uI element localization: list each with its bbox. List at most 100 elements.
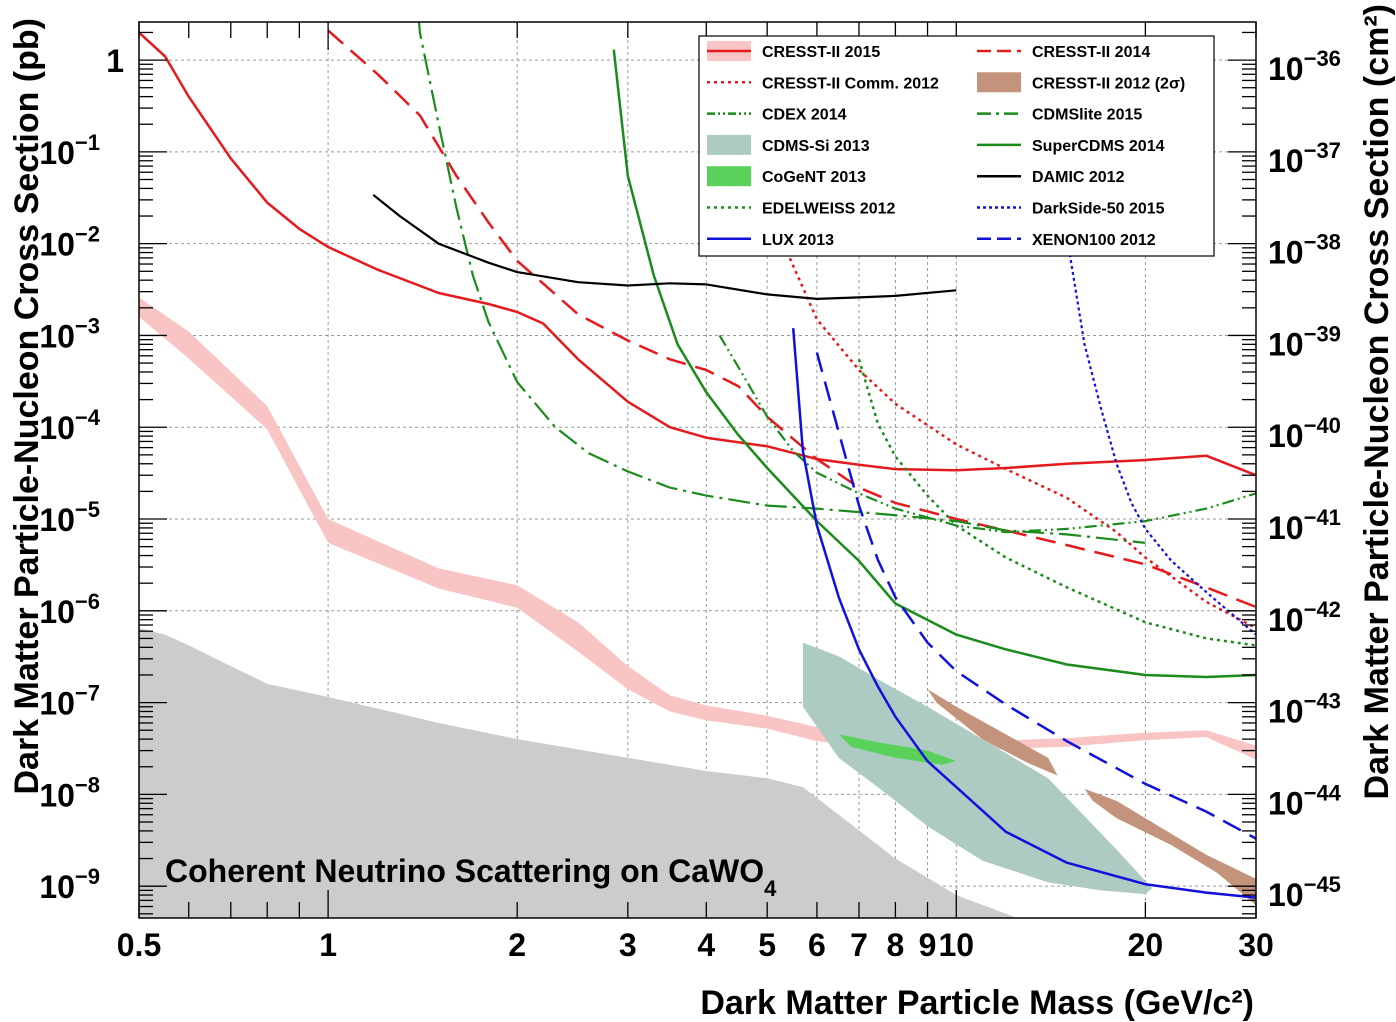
y-tick-exponent: −37 [1304, 138, 1341, 163]
data-layer [139, 22, 1256, 918]
y-tick-exponent: −9 [75, 864, 100, 889]
legend-item-lux-2013: LUX 2013 [707, 232, 834, 249]
legend-label: LUX 2013 [762, 232, 834, 249]
legend-label: CDMSlite 2015 [1032, 107, 1142, 124]
y-tick-label-right: 10−45 [1268, 872, 1341, 913]
legend-item-cresst-ii-comm-2012: CRESST-II Comm. 2012 [707, 75, 939, 92]
y-tick-exponent: −44 [1304, 780, 1342, 805]
neutrino-floor-region [139, 627, 1018, 918]
legend-label: CDEX 2014 [762, 107, 847, 124]
y-tick-exponent: −3 [75, 313, 100, 338]
curve-darkside-50-2015 [1065, 236, 1256, 636]
plot-frame [138, 21, 1257, 919]
y-tick-label-right: 10−41 [1268, 505, 1341, 546]
x-tick-label: 4 [697, 927, 715, 963]
x-tick-label: 10 [938, 927, 974, 963]
legend-swatch [707, 166, 751, 187]
legend-label: DarkSide-50 2015 [1032, 201, 1165, 218]
y-tick-exponent: −41 [1304, 505, 1341, 530]
band-cresst-ii-2012-2 [1084, 788, 1256, 906]
legend-label: SuperCDMS 2014 [1032, 138, 1165, 155]
x-tick-label: 6 [808, 927, 826, 963]
legend-item-cogent-2013: CoGeNT 2013 [707, 166, 866, 187]
y-tick-label-right: 10−36 [1268, 46, 1341, 87]
legend-item-edelweiss-2012: EDELWEISS 2012 [707, 201, 895, 218]
curve-xenon100-2012 [815, 352, 1256, 840]
legend-label: EDELWEISS 2012 [762, 201, 895, 218]
legend: CRESST-II 2015 CRESST-II 2014 CRESST-II Co… [698, 35, 1215, 257]
curve-supercdms-2014 [612, 49, 1256, 679]
x-tick-label: 20 [1128, 927, 1164, 963]
y-tick-label-right: 10−38 [1268, 230, 1341, 271]
plot-border [138, 21, 1257, 919]
y-tick-label-right: 10−44 [1268, 780, 1342, 821]
legend-label: CoGeNT 2013 [762, 169, 866, 186]
y-tick-exponent: −8 [75, 772, 100, 797]
legend-label: CRESST-II 2014 [1032, 44, 1150, 61]
y-tick-label-left: 1 [106, 43, 124, 79]
x-tick-label: 1 [319, 927, 337, 963]
curve-damic-2012 [372, 194, 957, 300]
y-tick-exponent: −4 [75, 405, 101, 430]
legend-item-cdex-2014: CDEX 2014 [707, 107, 847, 124]
legend-item-cresst-ii-2012-2: CRESST-II 2012 (2σ) [977, 72, 1185, 93]
x-tick-label: 30 [1238, 927, 1274, 963]
y-axis-title-left: Dark Matter Particle-Nucleon Cross Secti… [8, 18, 46, 795]
band-cogent-2013 [838, 734, 957, 765]
neutrino-floor-label-subscript: 4 [764, 876, 777, 901]
x-tick-label: 0.5 [117, 927, 161, 963]
y-tick-label-left: 10−2 [39, 222, 100, 263]
y-tick-label-left: 10−3 [39, 313, 100, 354]
axis-labels: 0.5 1 2 3 4 5 6 7 8 9 10 20 30 1 10−1 10−2 10−3 10−4 10−5 1… [8, 4, 1396, 1022]
y-tick-exponent: −40 [1304, 413, 1341, 438]
curve-edelweiss-2012 [857, 358, 1256, 647]
y-tick-exponent: −43 [1304, 689, 1341, 714]
legend-item-cdms-si-2013: CDMS-Si 2013 [707, 134, 870, 155]
y-tick-exponent: −5 [75, 497, 100, 522]
legend-swatch [707, 134, 751, 155]
y-tick-exponent: −45 [1304, 872, 1341, 897]
x-tick-label: 7 [850, 927, 868, 963]
y-tick-label-right: 10−40 [1268, 413, 1341, 454]
legend-box [698, 35, 1215, 257]
legend-label: CDMS-Si 2013 [762, 138, 870, 155]
legend-swatch [977, 72, 1021, 93]
legend-item-cdmslite-2015: CDMSlite 2015 [977, 107, 1142, 124]
y-tick-exponent: −2 [75, 222, 100, 247]
y-tick-label-right: 10−39 [1268, 321, 1341, 362]
y-tick-label-right: 10−42 [1268, 597, 1341, 638]
y-tick-label-left: 10−5 [39, 497, 100, 538]
y-tick-label-right: 10−37 [1268, 138, 1341, 179]
legend-label: CRESST-II 2012 (2σ) [1032, 75, 1185, 92]
y-tick-label-left: 10−7 [39, 681, 100, 722]
x-tick-label: 9 [919, 927, 937, 963]
curve-cdmslite-2015 [417, 22, 1146, 544]
x-tick-label: 8 [887, 927, 905, 963]
y-tick-exponent: −7 [75, 681, 100, 706]
curve-cresst-ii-2014 [327, 29, 1256, 609]
y-tick-label-left: 10−9 [39, 864, 100, 905]
y-axis-title-right: Dark Matter Particle-Nucleon Cross Secti… [1358, 4, 1396, 799]
legend-item-cresst-ii-2015: CRESST-II 2015 [707, 41, 880, 61]
x-tick-label: 5 [758, 927, 776, 963]
curve-cresst-ii-2015 [139, 31, 1256, 477]
legend-item-darkside-50-2015: DarkSide-50 2015 [977, 201, 1165, 218]
legend-label: DAMIC 2012 [1032, 169, 1125, 186]
y-tick-label-left: 10−1 [39, 130, 100, 171]
y-tick-label-left: 10−6 [39, 589, 100, 630]
y-tick-exponent: −38 [1304, 230, 1341, 255]
y-tick-exponent: −39 [1304, 321, 1341, 346]
legend-label: CRESST-II Comm. 2012 [762, 75, 939, 92]
legend-item-supercdms-2014: SuperCDMS 2014 [977, 138, 1165, 155]
legend-item-damic-2012: DAMIC 2012 [977, 169, 1125, 186]
y-tick-exponent: −6 [75, 589, 100, 614]
y-tick-label-left: 10−8 [39, 772, 100, 813]
legend-label: XENON100 2012 [1032, 232, 1156, 249]
y-tick-exponent: −42 [1304, 597, 1341, 622]
y-tick-exponent: −1 [75, 130, 100, 155]
x-tick-label: 2 [508, 927, 526, 963]
legend-label: CRESST-II 2015 [762, 44, 880, 61]
y-tick-label-left: 10−4 [39, 405, 100, 446]
